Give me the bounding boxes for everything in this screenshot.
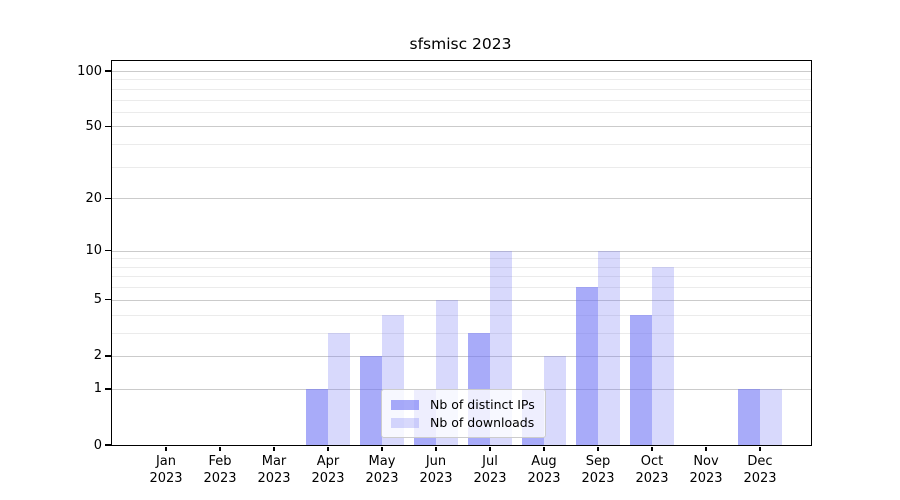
x-tick-label: May 2023 (365, 454, 399, 486)
x-tick-label: Mar 2023 (257, 454, 291, 486)
bar-distinct-ips-oct (630, 314, 652, 445)
y-tick (104, 249, 111, 252)
y-tick-label: 20 (85, 190, 102, 206)
gridline-minor (112, 88, 811, 90)
gridline-major (112, 355, 811, 357)
gridline-major (112, 126, 811, 128)
x-tick-label: Apr 2023 (311, 454, 345, 486)
x-tick (705, 446, 707, 451)
legend: Nb of distinct IPs Nb of downloads (381, 389, 546, 438)
x-tick-label: Dec 2023 (743, 454, 777, 486)
x-tick (327, 446, 329, 451)
x-tick (759, 446, 761, 451)
bar-downloads-aug (544, 355, 566, 445)
x-tick (273, 446, 275, 451)
gridline-major (112, 250, 811, 252)
gridline-minor (112, 314, 811, 316)
legend-swatch-distinct-ips (391, 399, 419, 410)
y-tick (104, 70, 111, 72)
plot-area: Nb of distinct IPs Nb of downloads 100 50… (77, 60, 812, 486)
bar-distinct-ips-may (360, 355, 382, 445)
y-tick-label: 10 (85, 243, 102, 259)
gridline-minor (112, 287, 811, 289)
gridline-minor (112, 99, 811, 101)
bar-downloads-apr (328, 332, 350, 445)
x-tick (381, 446, 383, 451)
y-tick (104, 444, 111, 446)
x-tick-label: Feb 2023 (203, 454, 237, 486)
x-tick-label: Jun 2023 (419, 454, 453, 486)
y-tick (104, 388, 111, 390)
legend-swatch-downloads (391, 417, 419, 428)
gridline-major (112, 71, 811, 72)
y-tick-label: 1 (93, 381, 102, 397)
legend-label-distinct-ips: Nb of distinct IPs (430, 397, 535, 412)
chart-title: sfsmisc 2023 (409, 35, 512, 53)
legend-entry-distinct-ips: Nb of distinct IPs (391, 397, 536, 412)
gridline-minor (112, 266, 811, 268)
x-tick (219, 446, 221, 451)
x-tick (489, 446, 491, 451)
gridline-minor (112, 111, 811, 113)
x-tick (543, 446, 545, 451)
bar-downloads-dec (760, 388, 782, 445)
y-tick-label: 2 (93, 348, 102, 364)
gridline-major (112, 198, 811, 200)
gridline-minor (112, 166, 811, 168)
legend-entry-downloads: Nb of downloads (391, 415, 536, 430)
bar-downloads-sep (598, 250, 620, 445)
y-tick-label: 100 (77, 63, 102, 79)
bar-distinct-ips-sep (576, 287, 598, 445)
y-tick (104, 125, 111, 128)
bar-distinct-ips-dec (738, 388, 760, 445)
bar-distinct-ips-apr (306, 388, 328, 445)
y-tick-label: 5 (93, 292, 102, 308)
legend-label-downloads: Nb of downloads (430, 415, 535, 430)
gridline-minor (112, 79, 811, 81)
gridline-minor (112, 276, 811, 278)
y-tick-label: 50 (85, 118, 102, 134)
y-tick-label: 0 (93, 437, 102, 453)
gridline-minor (112, 144, 811, 146)
y-tick (104, 299, 111, 301)
y-tick (104, 355, 111, 357)
x-tick-label: Nov 2023 (689, 454, 723, 486)
x-tick-label: Aug 2023 (527, 454, 561, 486)
x-tick (597, 446, 599, 451)
x-tick (435, 446, 437, 451)
x-tick (165, 446, 167, 451)
x-tick-label: Sep 2023 (581, 454, 615, 486)
gridline-minor (112, 332, 811, 334)
x-tick-label: Jul 2023 (473, 454, 507, 486)
bar-downloads-oct (652, 266, 674, 445)
x-tick-label: Oct 2023 (635, 454, 669, 486)
gridline-major (112, 299, 811, 301)
y-tick (104, 197, 111, 199)
gridline-minor (112, 258, 811, 260)
x-tick-label: Jan 2023 (149, 454, 183, 486)
x-tick (651, 446, 653, 451)
